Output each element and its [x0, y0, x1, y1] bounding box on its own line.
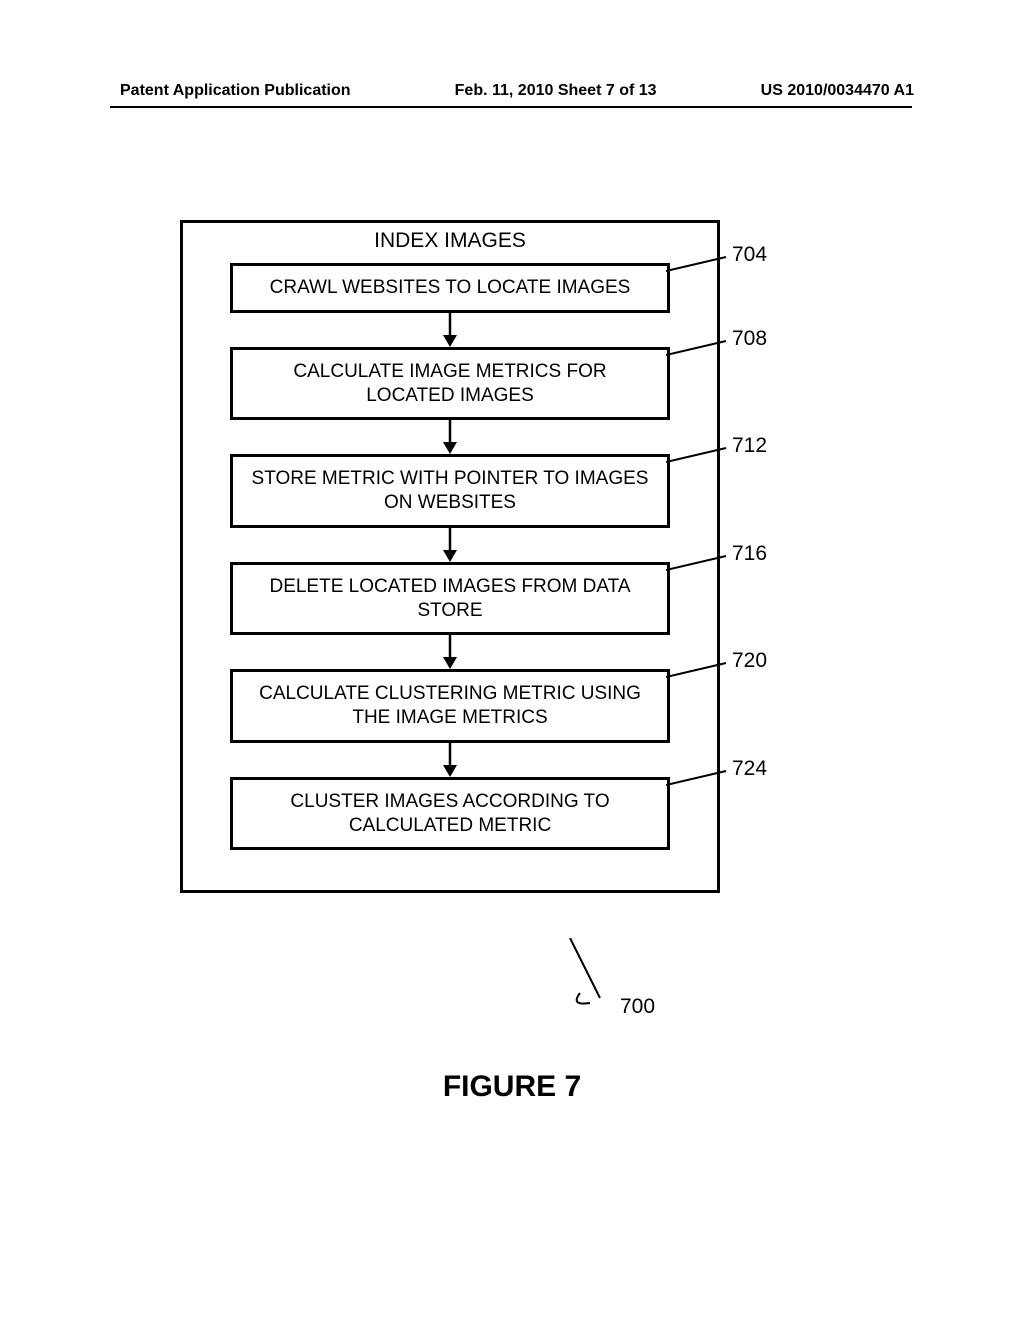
flowchart-arrow — [230, 313, 670, 347]
ref-label: 708 — [732, 327, 767, 351]
flowchart-step: CLUSTER IMAGES ACCORDING TO CALCULATED M… — [230, 777, 670, 851]
flowchart-step: STORE METRIC WITH POINTER TO IMAGES ON W… — [230, 454, 670, 528]
flowchart-title: INDEX IMAGES — [183, 223, 717, 263]
page-header: Patent Application Publication Feb. 11, … — [0, 82, 1024, 100]
ref-label: 712 — [732, 434, 767, 458]
flowchart-arrow — [230, 420, 670, 454]
flowchart-steps: CRAWL WEBSITES TO LOCATE IMAGES CALCULATE… — [183, 263, 717, 850]
ref-label: 704 — [732, 243, 767, 267]
flowchart-arrow — [230, 635, 670, 669]
flowchart-outer-box: INDEX IMAGES CRAWL WEBSITES TO LOCATE IM… — [180, 220, 720, 893]
ref-label: 724 — [732, 757, 767, 781]
ref-label-outer: 700 — [620, 995, 655, 1019]
flowchart-arrow — [230, 528, 670, 562]
flowchart-step: DELETE LOCATED IMAGES FROM DATA STORE — [230, 562, 670, 636]
header-rule — [110, 106, 912, 108]
ref-label: 716 — [732, 542, 767, 566]
ref-label: 720 — [732, 649, 767, 673]
header-right: US 2010/0034470 A1 — [761, 82, 914, 100]
flowchart-step: CRAWL WEBSITES TO LOCATE IMAGES — [230, 263, 670, 313]
header-left: Patent Application Publication — [120, 82, 351, 100]
flowchart-diagram: INDEX IMAGES CRAWL WEBSITES TO LOCATE IM… — [180, 220, 840, 893]
flowchart-arrow — [230, 743, 670, 777]
figure-caption: FIGURE 7 — [0, 1070, 1024, 1104]
flowchart-step: CALCULATE CLUSTERING METRIC USING THE IM… — [230, 669, 670, 743]
header-center: Feb. 11, 2010 Sheet 7 of 13 — [455, 82, 657, 100]
flowchart-step: CALCULATE IMAGE METRICS FOR LOCATED IMAG… — [230, 347, 670, 421]
